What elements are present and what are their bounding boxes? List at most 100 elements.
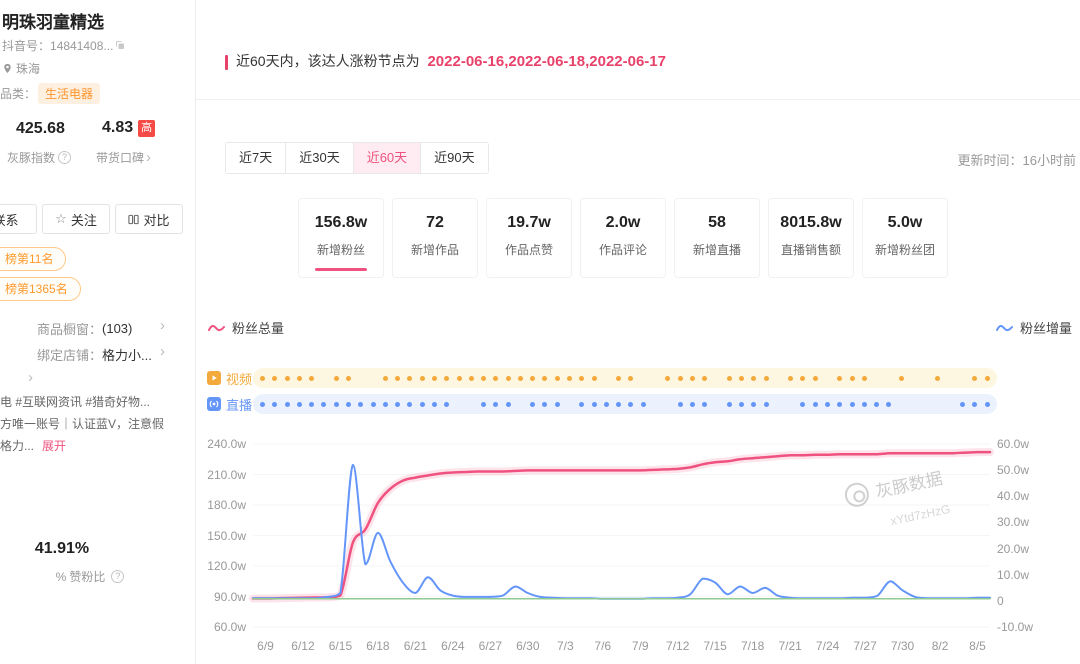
x-axis-label: 7/3 bbox=[556, 639, 574, 653]
stat-card-新增粉丝[interactable]: 156.8w 新增粉丝 bbox=[298, 198, 384, 278]
timeline-dot bbox=[702, 401, 708, 407]
stat-value: 8015.8w bbox=[780, 214, 842, 231]
stat-value: 72 bbox=[426, 214, 444, 231]
location-pin-icon bbox=[2, 63, 13, 74]
like-fan-ratio-label: 赞粉比 bbox=[69, 570, 106, 584]
timeline-dot bbox=[972, 375, 978, 381]
live-icon bbox=[207, 397, 221, 411]
timeline-dot bbox=[837, 375, 843, 381]
timeline-dot bbox=[370, 401, 376, 407]
pink-wave-icon bbox=[208, 323, 226, 333]
update-time: 更新时间：16小时前 bbox=[957, 153, 1076, 168]
stat-value: 156.8w bbox=[314, 214, 368, 231]
timeline-dot bbox=[296, 375, 302, 381]
legend-fans-increase[interactable]: 粉丝增量 bbox=[995, 318, 1072, 337]
timeline-dot bbox=[493, 401, 499, 407]
timeline-dot bbox=[345, 401, 351, 407]
tab-近90天[interactable]: 近90天 bbox=[420, 143, 488, 173]
tab-近60天[interactable]: 近60天 bbox=[352, 143, 421, 173]
timeline-dot bbox=[431, 401, 437, 407]
growth-notice: 近60天内，该达人涨粉节点为 2022-06-16,2022-06-18,202… bbox=[236, 51, 666, 71]
compare-icon bbox=[128, 214, 140, 225]
info-icon[interactable]: ? bbox=[111, 570, 125, 583]
x-axis-label: 6/21 bbox=[403, 639, 428, 653]
timeline-dot bbox=[517, 375, 523, 381]
timeline-dot bbox=[812, 375, 818, 381]
timeline-dot bbox=[333, 401, 339, 407]
contact-button[interactable]: 联系 bbox=[0, 204, 37, 234]
info-icon[interactable]: ? bbox=[58, 151, 72, 164]
huitun-index-value: 425.68 bbox=[16, 120, 65, 137]
y-axis-right-label: 50.0w bbox=[997, 463, 1030, 478]
influencer-name: 明珠羽童精选 bbox=[2, 13, 104, 32]
compare-button[interactable]: 对比 bbox=[115, 204, 183, 234]
timeline-dot bbox=[382, 401, 388, 407]
timeline-dot bbox=[751, 375, 757, 381]
timeline-label-video: 视频 bbox=[226, 371, 253, 387]
video-icon bbox=[207, 371, 221, 385]
tab-近30天[interactable]: 近30天 bbox=[285, 143, 353, 173]
timeline-dot bbox=[481, 375, 487, 381]
like-fan-ratio-value: 41.91% bbox=[34, 540, 90, 557]
x-axis-label: 7/21 bbox=[778, 639, 802, 653]
stat-card-直播销售额[interactable]: 8015.8w 直播销售额 bbox=[768, 198, 854, 278]
y-axis-right-label: 0 bbox=[997, 593, 1004, 608]
follow-button[interactable]: ☆ 关注 bbox=[42, 204, 110, 234]
timeline-dot bbox=[763, 401, 769, 407]
stat-label: 作品评论 bbox=[598, 243, 647, 257]
notice-text: 近60天内，该达人涨粉节点为 bbox=[236, 53, 420, 69]
stat-label: 新增粉丝团 bbox=[874, 243, 935, 257]
x-axis-label: 7/15 bbox=[703, 639, 727, 653]
stat-card-新增作品[interactable]: 72 新增作品 bbox=[392, 198, 478, 278]
timeline-dot bbox=[260, 401, 265, 407]
chart-legend: 粉丝总量 粉丝增量 bbox=[208, 318, 1072, 337]
timeline-dot bbox=[738, 375, 744, 381]
chevron-right-icon: › bbox=[146, 149, 152, 166]
reputation-value: 4.83 bbox=[102, 119, 134, 136]
timeline-dot bbox=[260, 375, 265, 381]
stat-label: 新增粉丝 bbox=[316, 243, 365, 257]
timeline-dot bbox=[886, 401, 892, 407]
shop-window-row[interactable]: 商品橱窗： (103) bbox=[37, 319, 132, 338]
reputation-label-row[interactable]: 带货口碑 › bbox=[96, 149, 151, 166]
timeline-dot bbox=[309, 401, 315, 407]
shop-window-label: 商品橱窗： bbox=[37, 322, 103, 337]
stat-card-作品点赞[interactable]: 19.7w 作品点赞 bbox=[486, 198, 572, 278]
bound-shop-row[interactable]: 绑定店铺： 格力小... bbox=[37, 345, 152, 364]
timeline-dot bbox=[616, 375, 622, 381]
rank-badge-1[interactable]: 榜第11名 bbox=[0, 247, 67, 271]
timeline-dot bbox=[481, 401, 487, 407]
copy-icon[interactable] bbox=[114, 39, 126, 51]
timeline-dot bbox=[554, 375, 560, 381]
timeline-dot bbox=[861, 401, 867, 407]
stat-card-新增直播[interactable]: 58 新增直播 bbox=[674, 198, 760, 278]
timeline-strip-live bbox=[253, 394, 997, 414]
timeline-dot bbox=[493, 375, 499, 381]
douyin-id-row: 抖音号： 14841408... bbox=[2, 37, 113, 54]
x-axis-label: 6/30 bbox=[516, 639, 540, 653]
chevron-right-icon[interactable]: › bbox=[160, 317, 165, 334]
timeline-dot bbox=[726, 401, 732, 407]
timeline-dot bbox=[689, 401, 695, 407]
timeline-dot bbox=[395, 375, 401, 381]
legend-fans-total[interactable]: 粉丝总量 bbox=[208, 318, 284, 337]
chevron-right-icon[interactable]: › bbox=[28, 369, 33, 386]
douyin-id-label: 抖音号： bbox=[2, 39, 51, 53]
chevron-right-icon[interactable]: › bbox=[160, 343, 165, 360]
y-axis-left-label: 150.0w bbox=[207, 528, 246, 543]
timeline-row-video: 视频 bbox=[207, 367, 252, 389]
timeline-dot bbox=[935, 375, 941, 381]
stat-cards: 156.8w 新增粉丝 72 新增作品 19.7w 作品点赞 2.0w 作品评论 58 新增直播 8… bbox=[298, 198, 948, 278]
tab-近7天[interactable]: 近7天 bbox=[226, 143, 286, 173]
expand-button[interactable]: 展开 bbox=[42, 439, 67, 453]
timeline-dot bbox=[468, 375, 474, 381]
timeline-dot bbox=[579, 375, 585, 381]
stat-card-作品评论[interactable]: 2.0w 作品评论 bbox=[580, 198, 666, 278]
timeline-dot bbox=[382, 375, 388, 381]
stat-card-新增粉丝团[interactable]: 5.0w 新增粉丝团 bbox=[862, 198, 948, 278]
timeline-dot bbox=[591, 375, 597, 381]
location-text: 珠海 bbox=[16, 62, 41, 76]
timeline-dot bbox=[837, 401, 843, 407]
intro-line-1: 电 #互联网资讯 #猎奇好物... bbox=[0, 395, 151, 409]
rank-badge-2[interactable]: 榜第1365名 bbox=[0, 277, 81, 301]
